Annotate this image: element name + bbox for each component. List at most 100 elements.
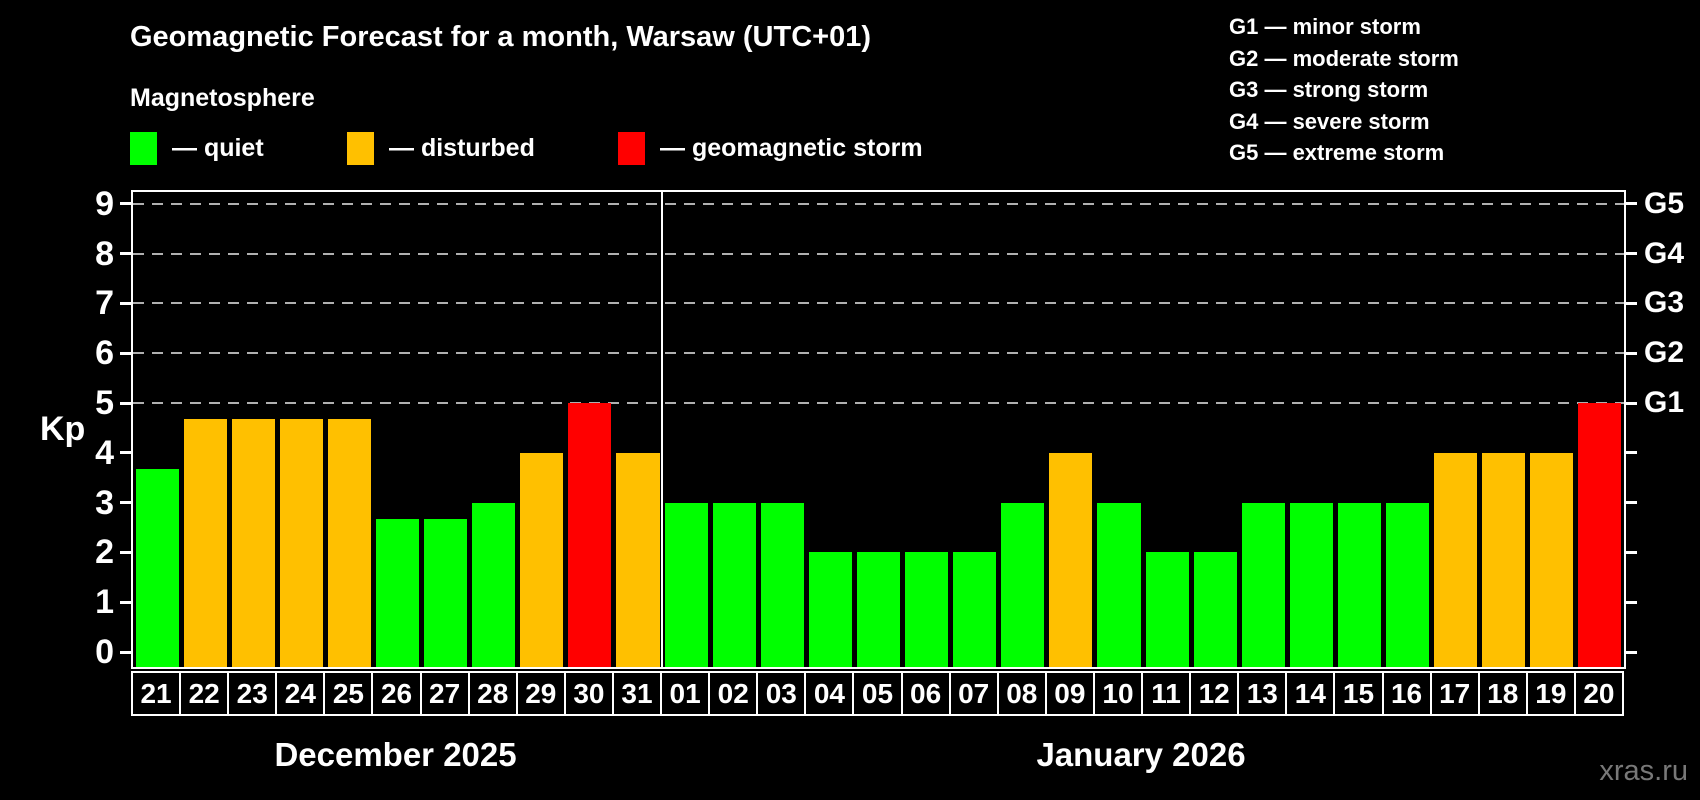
bar-day-27-dec xyxy=(424,519,468,667)
gridline-kp8 xyxy=(133,252,1624,255)
left-tick-4 xyxy=(120,451,131,455)
storm-scale-line-g3: G3 — strong storm xyxy=(1229,77,1429,102)
bar-day-01-jan xyxy=(664,502,708,667)
y-tick-label-0: 0 xyxy=(95,633,114,671)
gridline-kp9 xyxy=(133,202,1624,205)
bar-day-13-jan xyxy=(1241,502,1285,667)
legend-item-disturbed: — disturbed xyxy=(347,132,535,165)
day-cell-03: 03 xyxy=(756,671,807,716)
bar-day-14-jan xyxy=(1289,502,1333,667)
y-tick-label-7: 7 xyxy=(95,284,114,323)
day-cell-05: 05 xyxy=(852,671,903,716)
bar-day-24-dec xyxy=(279,419,323,667)
bar-day-19-jan xyxy=(1530,452,1574,667)
right-tick-0 xyxy=(1626,650,1637,654)
bar-day-16-jan xyxy=(1386,502,1430,667)
left-tick-0 xyxy=(120,650,131,654)
right-tick-2 xyxy=(1626,550,1637,554)
day-cell-30: 30 xyxy=(563,671,614,716)
left-tick-7 xyxy=(120,301,131,305)
day-cell-25: 25 xyxy=(323,671,374,716)
day-cell-16: 16 xyxy=(1381,671,1432,716)
right-tick-1 xyxy=(1626,600,1637,604)
day-cell-24: 24 xyxy=(275,671,326,716)
month-label-december: December 2025 xyxy=(274,736,517,773)
bar-day-06-jan xyxy=(905,552,949,667)
chart-subtitle: Magnetosphere xyxy=(130,84,315,112)
day-cell-07: 07 xyxy=(948,671,999,716)
bar-day-08-jan xyxy=(1001,502,1045,667)
gridline-kp7 xyxy=(133,302,1624,305)
bar-day-09-jan xyxy=(1049,452,1093,667)
g-axis-label-g4: G4 xyxy=(1644,236,1685,270)
day-cell-10: 10 xyxy=(1092,671,1144,716)
storm-scale-line-g5: G5 — extreme storm xyxy=(1229,140,1445,165)
y-tick-label-1: 1 xyxy=(95,583,114,622)
kp-bar-chart-plot-area xyxy=(131,190,1626,669)
day-cell-14: 14 xyxy=(1285,671,1336,716)
day-cell-19: 19 xyxy=(1525,671,1576,716)
month-label-january: January 2026 xyxy=(1036,736,1246,773)
day-cell-29: 29 xyxy=(515,671,566,716)
storm-scale-line-g1: G1 — minor storm xyxy=(1229,14,1421,39)
bar-day-29-dec xyxy=(520,452,564,667)
bar-day-25-dec xyxy=(327,419,371,667)
y-tick-label-9: 9 xyxy=(95,184,114,223)
day-cell-06: 06 xyxy=(900,671,951,716)
bar-day-21-dec xyxy=(135,469,179,667)
day-cell-23: 23 xyxy=(227,671,278,716)
storm-scale-legend: G1 — minor storm G2 — moderate storm G3 — … xyxy=(1229,11,1459,169)
legend-swatch-disturbed-icon xyxy=(347,132,374,165)
bar-day-07-jan xyxy=(953,552,997,667)
bar-day-15-jan xyxy=(1337,502,1381,667)
right-tick-8 xyxy=(1626,252,1637,256)
day-cell-02: 02 xyxy=(708,671,759,716)
y-tick-label-6: 6 xyxy=(95,334,114,373)
day-cell-11: 11 xyxy=(1141,671,1192,716)
bar-day-30-dec xyxy=(568,403,612,667)
legend-swatch-quiet-icon xyxy=(130,132,157,165)
day-cell-01: 01 xyxy=(660,671,711,716)
y-tick-label-2: 2 xyxy=(95,533,114,572)
y-tick-label-5: 5 xyxy=(95,384,114,422)
day-cell-27: 27 xyxy=(419,671,470,716)
day-cell-20: 20 xyxy=(1573,671,1624,716)
bar-day-31-dec xyxy=(616,452,660,667)
page-title: Geomagnetic Forecast for a month, Warsaw… xyxy=(130,21,872,53)
day-cell-26: 26 xyxy=(371,671,422,716)
right-tick-7 xyxy=(1626,301,1637,305)
day-cell-04: 04 xyxy=(804,671,855,716)
bar-day-11-jan xyxy=(1145,552,1189,667)
g-axis-label-g1: G1 xyxy=(1644,386,1685,419)
gridline-kp6 xyxy=(133,352,1624,355)
day-cell-15: 15 xyxy=(1333,671,1384,716)
right-tick-4 xyxy=(1626,451,1637,455)
bar-day-05-jan xyxy=(856,552,901,667)
day-cell-08: 08 xyxy=(996,671,1047,716)
bar-day-12-jan xyxy=(1193,552,1237,667)
month-separator xyxy=(661,192,664,667)
left-tick-9 xyxy=(120,202,131,206)
day-cell-21: 21 xyxy=(131,671,182,716)
legend-label-disturbed: — disturbed xyxy=(389,134,535,162)
right-tick-6 xyxy=(1626,351,1637,355)
storm-scale-line-g4: G4 — severe storm xyxy=(1229,108,1430,134)
right-tick-9 xyxy=(1626,202,1637,206)
bar-day-10-jan xyxy=(1097,502,1141,667)
bar-day-22-dec xyxy=(183,419,227,667)
y-tick-label-8: 8 xyxy=(95,234,114,273)
bar-day-23-dec xyxy=(231,419,275,667)
legend-item-storm: — geomagnetic storm xyxy=(618,132,923,165)
bar-day-04-jan xyxy=(808,552,852,667)
left-tick-3 xyxy=(120,501,131,505)
watermark: xras.ru xyxy=(1599,755,1688,787)
bar-day-18-jan xyxy=(1482,452,1526,667)
day-cell-22: 22 xyxy=(179,671,230,716)
day-cell-13: 13 xyxy=(1237,671,1288,716)
day-cell-31: 31 xyxy=(611,671,663,716)
bar-day-20-jan xyxy=(1578,403,1622,667)
y-axis-title: Kp xyxy=(40,410,86,448)
right-tick-3 xyxy=(1626,501,1637,505)
g-axis-label-g5: G5 xyxy=(1644,186,1685,220)
